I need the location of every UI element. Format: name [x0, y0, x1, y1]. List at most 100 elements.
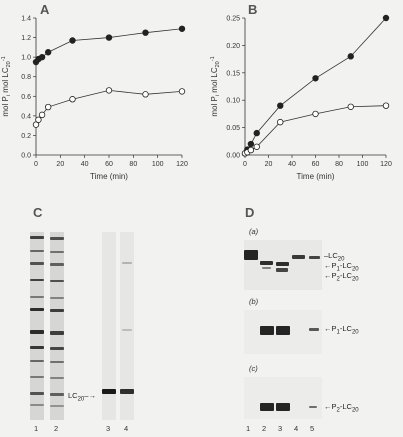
- chart-a-xtick-label: 0: [34, 161, 38, 168]
- chart-a-series-1-point: [69, 96, 76, 103]
- gel-band: [50, 297, 64, 299]
- chart-b-ytick-label: 0.00: [226, 153, 240, 160]
- chart-a-series-1-point: [105, 87, 113, 94]
- blot-band: [260, 403, 274, 411]
- gel-band: [30, 330, 44, 334]
- chart-a-series-0-point: [38, 53, 46, 61]
- chart-a-series-1-point: [35, 116, 42, 123]
- panel-c-letter: C: [33, 205, 43, 220]
- chart-a-ytick-label: 1.4: [21, 16, 31, 23]
- gel-band: [30, 404, 44, 406]
- chart-a-ytick-label: 0.2: [21, 133, 31, 140]
- chart-b-series-0-point: [253, 129, 260, 137]
- gel-band: [30, 262, 44, 265]
- label-p2-lc20-c: ←P2-LC20: [324, 402, 359, 414]
- chart-b-series-0-point: [382, 14, 390, 22]
- chart-b-series-0-point: [347, 53, 354, 60]
- blot-band: [309, 256, 320, 259]
- lane-number-c2: 2: [54, 424, 59, 433]
- gel-band: [50, 251, 64, 253]
- chart-b-y-axis-title: mol Pi mol LC20-1: [210, 56, 221, 116]
- blot-band: [244, 250, 258, 260]
- gel-lane-4: [120, 232, 134, 420]
- chart-a-series-1-point: [142, 91, 149, 98]
- subpanel-b-tag: (b): [249, 297, 259, 306]
- lane-number-d1: 1: [246, 424, 251, 433]
- subpanel-a-tag: (a): [249, 227, 259, 236]
- chart-a: 0 20 40 60 80 100 120 0.0 0.2 0.4 0.6 0.8 1.0 1.2 1.4 T…: [1, 16, 188, 182]
- gel-band: [50, 347, 64, 350]
- blot-band: [309, 328, 319, 331]
- chart-a-series-0-point: [142, 29, 149, 36]
- chart-b-ytick-label: 0.20: [226, 43, 240, 50]
- chart-b-xtick-label: 120: [380, 161, 392, 168]
- chart-b-series-1-point: [312, 110, 319, 118]
- chart-a-xtick-label: 20: [56, 161, 64, 168]
- chart-a-xtick-label: 120: [176, 161, 188, 168]
- gel-band: [50, 280, 64, 282]
- gel-band: [30, 236, 44, 239]
- chart-b-series-1-point: [247, 146, 255, 154]
- blot-band: [260, 326, 274, 335]
- chart-a-ytick-label: 1.0: [21, 55, 31, 62]
- label-lc20: –LC20: [324, 251, 345, 263]
- chart-a-series-0-point: [69, 37, 76, 44]
- chart-a-ytick-label: 0.6: [21, 94, 31, 101]
- lane-number-d5: 5: [310, 424, 315, 433]
- label-p1-lc20-a: ←P1-LC20: [324, 261, 359, 273]
- lane-number-c3: 3: [106, 424, 111, 433]
- chart-b: 0 20 40 60 80 100 120 0.00 0.05 0.10 0.15 0.20 0.25 T…: [210, 14, 392, 181]
- chart-b-xtick-label: 80: [335, 161, 343, 168]
- chart-a-x-axis-title: Time (min): [90, 172, 128, 181]
- chart-b-series-0-line: [244, 17, 387, 154]
- panel-b-letter: B: [248, 2, 258, 17]
- chart-a-series-0-point: [178, 25, 186, 32]
- chart-a-series-1-point: [178, 88, 186, 95]
- lane-number-d4: 4: [294, 424, 299, 433]
- chart-b-series-1-point: [277, 118, 284, 126]
- gel-band: [30, 279, 44, 281]
- chart-a-series-1-point: [32, 121, 40, 128]
- gel-band: [50, 377, 64, 379]
- chart-b-ytick-label: 0.10: [226, 98, 240, 105]
- gel-band: [30, 308, 44, 311]
- label-p1-lc20-b: ←P1-LC20: [324, 324, 359, 336]
- blot-band: [309, 406, 317, 408]
- chart-a-xtick-label: 40: [81, 161, 89, 168]
- chart-b-ytick-label: 0.25: [226, 16, 240, 23]
- blot-band: [276, 403, 290, 411]
- chart-b-series-0-point: [312, 75, 319, 82]
- chart-a-y-axis-title: mol Pi mol LC20-1: [1, 56, 12, 116]
- chart-a-ytick-label: 0.4: [21, 113, 31, 120]
- gel-band: [50, 309, 64, 312]
- chart-b-xtick-label: 0: [243, 161, 247, 168]
- gel-band: [120, 389, 134, 394]
- subpanel-c-tag: (c): [249, 364, 258, 373]
- chart-a-series-0-point: [105, 34, 113, 41]
- gel-band: [50, 405, 64, 407]
- gel-band: [30, 346, 44, 349]
- gel-band: [30, 376, 44, 378]
- blot-band: [260, 261, 273, 265]
- chart-b-series-1-point: [253, 143, 260, 150]
- chart-b-xtick-label: 40: [288, 161, 296, 168]
- chart-a-xtick-label: 100: [152, 161, 164, 168]
- chart-a-ytick-label: 0.0: [21, 153, 31, 160]
- gel-band: [50, 393, 64, 396]
- gel-band: [122, 262, 132, 264]
- gel-band: [50, 237, 64, 240]
- blot-band: [276, 326, 290, 335]
- lc20-band-label: LC20–→: [68, 391, 96, 403]
- chart-a-series-1-point: [44, 103, 52, 111]
- chart-a-series-1-line: [35, 90, 183, 125]
- panel-a-letter: A: [40, 2, 50, 17]
- chart-a-ytick-label: 1.2: [21, 35, 31, 42]
- chart-b-series-0-point: [277, 102, 284, 109]
- gel-lane-2: [50, 232, 64, 420]
- gel-band: [50, 263, 64, 266]
- blot-c: [244, 377, 322, 419]
- chart-a-series-0-line: [35, 28, 183, 63]
- chart-b-series-1-point: [347, 103, 354, 110]
- gel-band: [102, 389, 116, 394]
- chart-b-series-0-point: [247, 140, 255, 148]
